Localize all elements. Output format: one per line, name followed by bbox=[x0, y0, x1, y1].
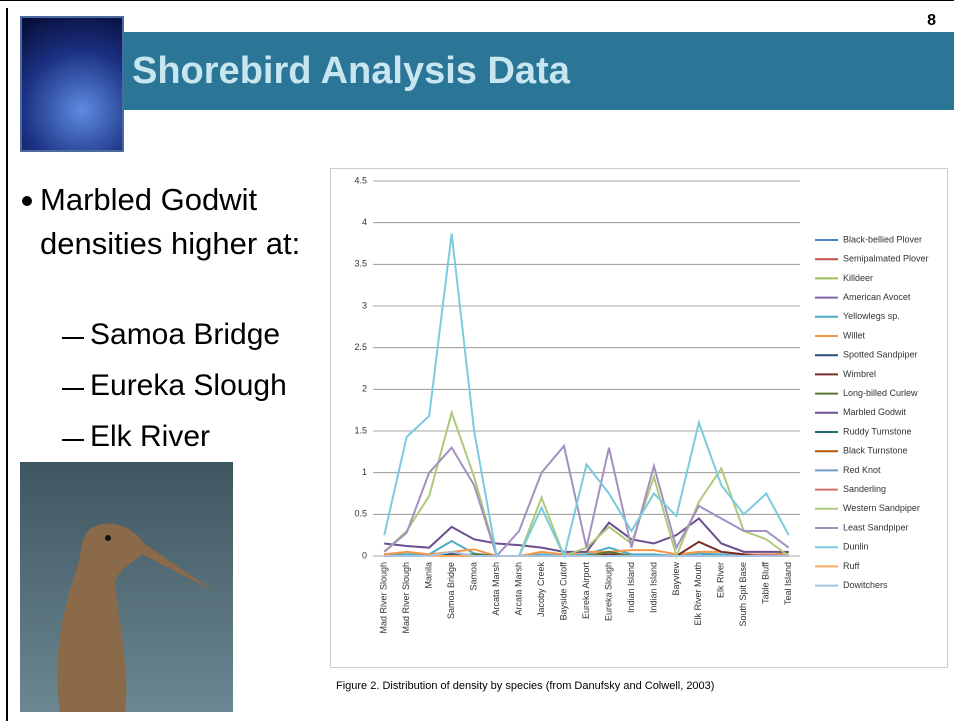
x-tick-label: Arcata Marsh bbox=[513, 562, 523, 616]
x-tick-label: Eureka Slough bbox=[603, 562, 613, 621]
legend-label: Black Turnstone bbox=[843, 446, 908, 456]
legend-label: Dunlin bbox=[843, 542, 869, 552]
legend-label: Red Knot bbox=[843, 465, 881, 475]
page-number: 8 bbox=[927, 12, 936, 30]
y-tick-label: 4 bbox=[362, 217, 367, 227]
y-tick-label: 1.5 bbox=[354, 425, 367, 435]
legend-label: Willet bbox=[843, 330, 865, 340]
legend-label: Yellowlegs sp. bbox=[843, 311, 900, 321]
y-tick-label: 3.5 bbox=[354, 259, 367, 269]
sub-dash bbox=[62, 439, 84, 441]
legend-label: Long-billed Curlew bbox=[843, 388, 918, 398]
slide-title: Shorebird Analysis Data bbox=[132, 50, 570, 93]
legend-label: Marbled Godwit bbox=[843, 407, 907, 417]
chart: 0 0.5 1 1.5 2 2.5 3 3.5 4 4.5 Mad River Slough Mad … bbox=[330, 168, 948, 668]
slide: 8 Shorebird Analysis Data Marbled Godwit… bbox=[0, 0, 954, 721]
legend-label: Wimbrel bbox=[843, 369, 876, 379]
bird-photo bbox=[20, 462, 233, 712]
x-tick-label: Samoa Bridge bbox=[446, 562, 456, 619]
x-tick-label: Indian Island bbox=[648, 562, 658, 613]
series-line bbox=[384, 446, 789, 556]
x-tick-label: Arcata Marsh bbox=[491, 562, 501, 616]
sub-bullet: Samoa Bridge bbox=[90, 318, 280, 352]
series-line bbox=[384, 234, 789, 557]
x-tick-label: Samoa bbox=[469, 562, 479, 591]
x-tick-label: Bayview bbox=[671, 562, 681, 596]
legend-label: Ruff bbox=[843, 561, 860, 571]
top-rule bbox=[0, 0, 954, 9]
y-tick-label: 2.5 bbox=[354, 342, 367, 352]
legend-label: Spotted Sandpiper bbox=[843, 350, 918, 360]
x-tick-label: Table Bluff bbox=[761, 562, 771, 604]
sub-bullet: Elk River bbox=[90, 420, 210, 454]
left-rule bbox=[6, 8, 8, 721]
y-tick-label: 0 bbox=[362, 550, 367, 560]
x-tick-label: Eureka Airport bbox=[581, 562, 591, 620]
legend-label: Black-bellied Plover bbox=[843, 234, 922, 244]
bullet-text: Marbled Godwit densities higher at: bbox=[40, 178, 320, 266]
sub-dash bbox=[62, 337, 84, 339]
x-tick-label: Jacoby Creek bbox=[536, 562, 546, 618]
x-tick-label: Manila bbox=[424, 562, 434, 589]
y-tick-label: 4.5 bbox=[354, 175, 367, 185]
sub-dash bbox=[62, 388, 84, 390]
x-tick-label: Mad River Slough bbox=[379, 562, 389, 634]
x-tick-label: Indian Island bbox=[626, 562, 636, 613]
sub-bullet: Eureka Slough bbox=[90, 369, 287, 403]
series-line bbox=[384, 413, 789, 556]
y-tick-label: 2 bbox=[362, 384, 367, 394]
caption: Figure 2. Distribution of density by spe… bbox=[336, 680, 714, 692]
header-image bbox=[20, 16, 124, 152]
x-tick-label: Teal Island bbox=[783, 562, 793, 605]
y-tick-label: 1 bbox=[362, 467, 367, 477]
x-tick-label: Elk River bbox=[716, 562, 726, 598]
legend-label: Dowitchers bbox=[843, 580, 888, 590]
y-tick-label: 0.5 bbox=[354, 509, 367, 519]
legend-label: Killdeer bbox=[843, 273, 873, 283]
x-tick-label: Mad River Slough bbox=[401, 562, 411, 634]
legend-label: Western Sandpiper bbox=[843, 503, 920, 513]
x-tick-label: South Spit Base bbox=[738, 562, 748, 627]
x-tick-label: Elk River Mouth bbox=[693, 562, 703, 626]
legend-label: American Avocet bbox=[843, 292, 911, 302]
bullet-dot bbox=[22, 196, 32, 206]
legend-label: Ruddy Turnstone bbox=[843, 426, 912, 436]
legend-label: Least Sandpiper bbox=[843, 522, 909, 532]
legend-label: Semipalmated Plover bbox=[843, 254, 929, 264]
legend-label: Sanderling bbox=[843, 484, 886, 494]
y-tick-label: 3 bbox=[362, 300, 367, 310]
x-tick-label: Bayside Cutoff bbox=[558, 562, 568, 621]
